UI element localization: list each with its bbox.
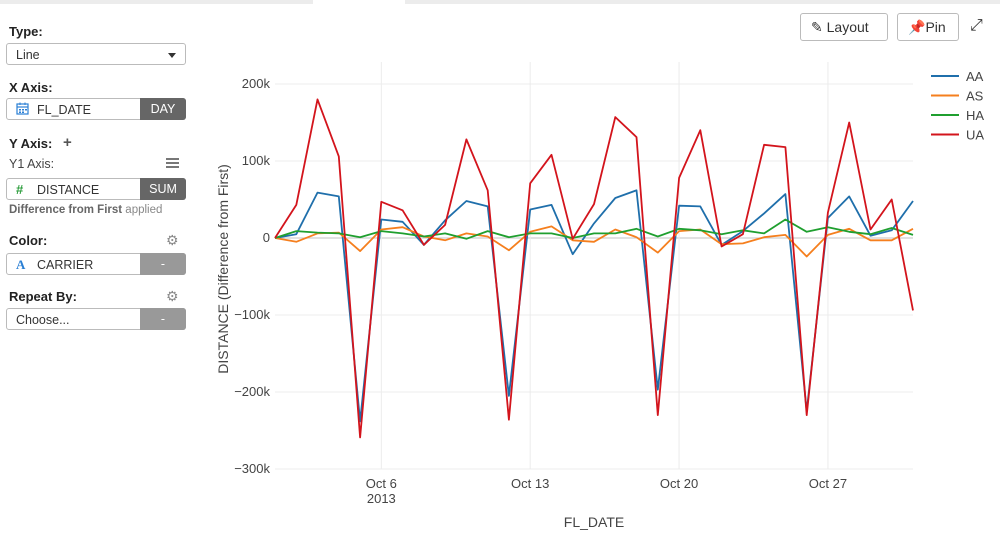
x-tick-label: Oct 20 <box>660 476 698 491</box>
yaxis-agg-button[interactable]: SUM <box>140 178 186 200</box>
y1-axis-label: Y1 Axis: <box>9 157 55 171</box>
legend-label: UA <box>966 128 984 143</box>
layout-button[interactable]: ✎ Layout <box>800 13 888 41</box>
legend-label: AA <box>966 69 984 84</box>
active-tab[interactable] <box>313 0 405 4</box>
x-tick-label: Oct 27 <box>809 476 847 491</box>
x-axis-label: FL_DATE <box>564 514 624 530</box>
calculation-note: Difference from First applied <box>9 204 162 216</box>
gear-icon[interactable]: ⚙ <box>166 288 179 304</box>
calc-note-rest: applied <box>122 204 163 216</box>
type-select-value: Line <box>16 48 40 62</box>
chart-series <box>274 98 914 439</box>
text-type-icon: A <box>16 257 26 272</box>
pin-icon: 📌 <box>908 19 926 35</box>
calendar-icon <box>16 102 29 118</box>
y-tick-label: 0 <box>263 230 270 245</box>
chart-legend: AA AS HA UA <box>931 69 984 143</box>
y-tick-label: −300k <box>234 461 270 476</box>
yaxis-label: Y Axis: <box>9 136 53 151</box>
hash-icon: # <box>16 182 24 197</box>
calc-note-bold: Difference from First <box>9 204 123 216</box>
color-label: Color: <box>9 233 48 248</box>
y-tick-label: −100k <box>234 307 270 322</box>
series-line-aa <box>274 189 914 423</box>
color-remove-button[interactable]: - <box>140 253 186 275</box>
add-yaxis-icon[interactable]: + <box>63 134 72 151</box>
chevron-down-icon <box>168 53 176 58</box>
top-tab-strip <box>0 0 1000 4</box>
x-tick-label: Oct 13 <box>511 476 549 491</box>
y-tick-label: −200k <box>234 384 270 399</box>
xaxis-unit-button[interactable]: DAY <box>140 98 186 120</box>
pencil-icon: ✎ <box>811 19 823 35</box>
pin-button[interactable]: 📌Pin <box>897 13 959 41</box>
y-tick-label: 200k <box>242 76 271 91</box>
repeat-remove-button[interactable]: - <box>140 308 186 330</box>
legend-label: HA <box>966 108 984 123</box>
series-line-as <box>274 225 914 258</box>
x-tick-label: Oct 6 <box>366 476 397 491</box>
type-label: Type: <box>9 24 43 39</box>
repeat-label: Repeat By: <box>9 289 77 304</box>
menu-icon[interactable] <box>166 156 179 170</box>
yaxis-field[interactable]: # DISTANCE SUM <box>6 178 186 200</box>
color-field[interactable]: A CARRIER - <box>6 253 186 275</box>
repeat-select[interactable]: Choose... - <box>6 308 186 330</box>
gear-icon[interactable]: ⚙ <box>166 232 179 248</box>
repeat-select-value: Choose... <box>16 313 70 327</box>
settings-panel: Type: Line X Axis: FL_DATE DAY Y Axis: +… <box>0 0 200 542</box>
yaxis-field-name: DISTANCE <box>37 183 100 197</box>
series-line-ha <box>274 218 914 240</box>
color-field-name: CARRIER <box>37 258 94 272</box>
expand-icon[interactable]: ⤢ <box>970 17 983 34</box>
chart-grid <box>275 62 913 470</box>
type-select[interactable]: Line <box>6 43 186 65</box>
xaxis-field-name: FL_DATE <box>37 103 91 117</box>
layout-button-label: Layout <box>826 19 869 35</box>
y-tick-label: 100k <box>242 153 271 168</box>
xaxis-field[interactable]: FL_DATE DAY <box>6 98 186 120</box>
pin-button-label: Pin <box>925 19 946 35</box>
legend-label: AS <box>966 89 984 104</box>
xaxis-label: X Axis: <box>9 80 53 95</box>
series-line-ua <box>274 98 914 439</box>
y-axis-label: DISTANCE (Difference from First) <box>215 164 231 374</box>
x-tick-sublabel: 2013 <box>367 491 396 506</box>
